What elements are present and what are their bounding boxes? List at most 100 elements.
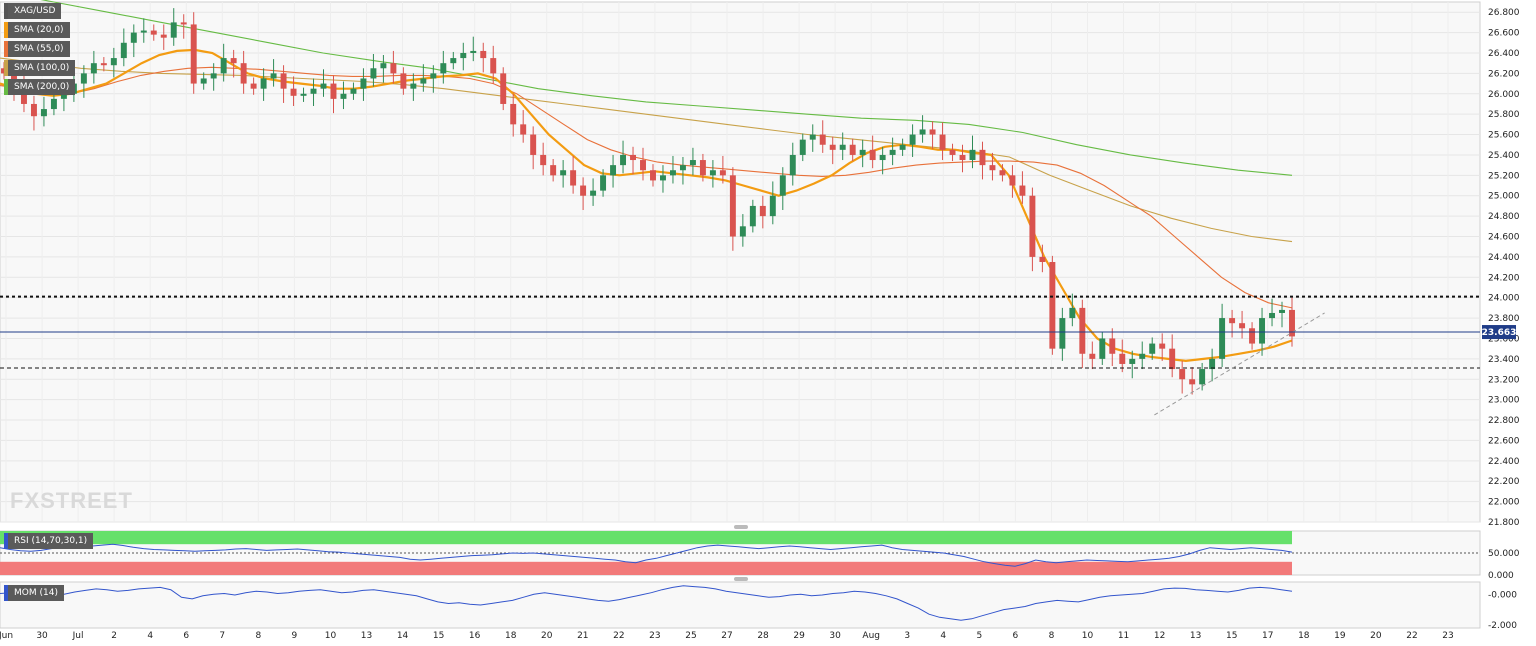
candle-body xyxy=(1289,309,1295,337)
candle-body xyxy=(1199,369,1206,385)
x-tick-label: 20 xyxy=(1370,631,1382,641)
candle-body xyxy=(200,78,207,84)
candle-body xyxy=(400,73,407,89)
mom-legend[interactable]: MOM (14) xyxy=(4,585,64,601)
candle-body xyxy=(709,170,716,176)
y-tick-label: 22.000 xyxy=(1488,498,1520,508)
sma55-line xyxy=(0,66,1293,309)
y-tick-label: 24.600 xyxy=(1488,233,1520,243)
x-tick-label: 10 xyxy=(325,631,337,641)
candle-body xyxy=(340,93,347,99)
symbol-label[interactable]: XAG/USD xyxy=(4,3,62,19)
y-tick-label: 26.600 xyxy=(1488,29,1520,39)
candle-body xyxy=(969,149,976,161)
x-tick-label: 15 xyxy=(1226,631,1237,641)
candle-body xyxy=(290,88,297,96)
y-tick-label: 22.800 xyxy=(1488,416,1520,426)
x-tick-label: 13 xyxy=(1190,631,1201,641)
candle-body xyxy=(759,205,766,217)
candle-body xyxy=(40,109,47,117)
x-tick-label: 7 xyxy=(219,631,225,641)
candle-body xyxy=(729,175,736,237)
candle-body xyxy=(390,63,397,74)
candle-body xyxy=(799,139,806,155)
candle-body xyxy=(1089,353,1096,359)
candle-body xyxy=(1069,307,1076,319)
x-tick-label: 29 xyxy=(793,631,805,641)
x-tick-label: 23 xyxy=(1442,631,1453,641)
candle-body xyxy=(170,22,177,38)
grid xyxy=(0,1,1481,523)
candle-body xyxy=(220,58,227,74)
candle-body xyxy=(1239,323,1246,329)
candle-body xyxy=(190,24,197,84)
rsi-legend[interactable]: RSI (14,70,30,1) xyxy=(4,533,94,549)
candle-body xyxy=(1179,369,1186,380)
candle-body xyxy=(899,144,906,150)
fxstreet-watermark: FXSTREET xyxy=(10,488,133,513)
candle-body xyxy=(1109,338,1116,354)
candle-body xyxy=(789,154,796,176)
candle-body xyxy=(610,165,617,176)
y-tick-label: 24.400 xyxy=(1488,253,1520,263)
candle-body xyxy=(749,205,756,227)
candle-body xyxy=(250,83,257,89)
candle-body xyxy=(280,73,287,89)
candle-body xyxy=(450,58,457,64)
candle-body xyxy=(460,52,467,59)
candle-body xyxy=(620,154,627,166)
candle-body xyxy=(1219,318,1226,359)
x-tick-label: 9 xyxy=(292,631,298,641)
candle-body xyxy=(1229,318,1236,324)
candle-body xyxy=(650,170,656,181)
candle-body xyxy=(879,154,886,161)
x-tick-label: 4 xyxy=(940,631,946,641)
candle-body xyxy=(20,88,27,104)
x-tick-label: 18 xyxy=(505,631,517,641)
candle-body xyxy=(1269,312,1276,319)
x-tick-label: 14 xyxy=(397,631,409,641)
legend-sma20[interactable]: SMA (20,0) xyxy=(4,22,70,38)
x-tick-label: 6 xyxy=(183,631,189,641)
candle-body xyxy=(500,73,507,104)
y-tick-label: 26.200 xyxy=(1488,69,1520,79)
candle-body xyxy=(849,144,856,155)
x-tick-label: 20 xyxy=(541,631,553,641)
candle-body xyxy=(490,58,497,74)
candle-body xyxy=(640,160,646,171)
candle-body xyxy=(929,129,936,135)
candle-body xyxy=(180,22,187,25)
candle-body xyxy=(100,63,107,66)
candle-body xyxy=(1189,379,1196,385)
pane-resize-handle[interactable] xyxy=(734,577,748,581)
rsi-overbought-band xyxy=(0,531,1292,545)
x-tick-label: 27 xyxy=(721,631,732,641)
x-tick-label: 25 xyxy=(685,631,696,641)
candle-body xyxy=(669,170,676,176)
legend-sma200[interactable]: SMA (200,0) xyxy=(4,79,76,95)
candle-body xyxy=(1249,328,1256,344)
candle-body xyxy=(939,134,946,150)
candle-body xyxy=(60,93,67,99)
y-tick-label: 21.800 xyxy=(1488,518,1520,528)
candle-body xyxy=(979,149,986,166)
x-tick-label: 30 xyxy=(36,631,48,641)
candle-body xyxy=(1279,309,1285,313)
candle-body xyxy=(150,30,157,35)
y-tick-label: 26.800 xyxy=(1488,8,1520,18)
candle-body xyxy=(130,32,137,43)
x-tick-label: Jul xyxy=(72,631,84,641)
legend-sma55[interactable]: SMA (55,0) xyxy=(4,41,70,57)
y-tick-label: 26.400 xyxy=(1488,49,1520,59)
candle-body xyxy=(590,190,597,196)
legend-sma100[interactable]: SMA (100,0) xyxy=(4,60,76,76)
candle-body xyxy=(1039,256,1046,262)
candle-body xyxy=(350,88,357,94)
pane-resize-handle[interactable] xyxy=(734,525,748,529)
candle-body xyxy=(570,170,577,186)
candle-body xyxy=(630,154,636,161)
x-tick-label: 23 xyxy=(649,631,660,641)
candle-body xyxy=(600,175,607,191)
candle-body xyxy=(1209,358,1216,370)
